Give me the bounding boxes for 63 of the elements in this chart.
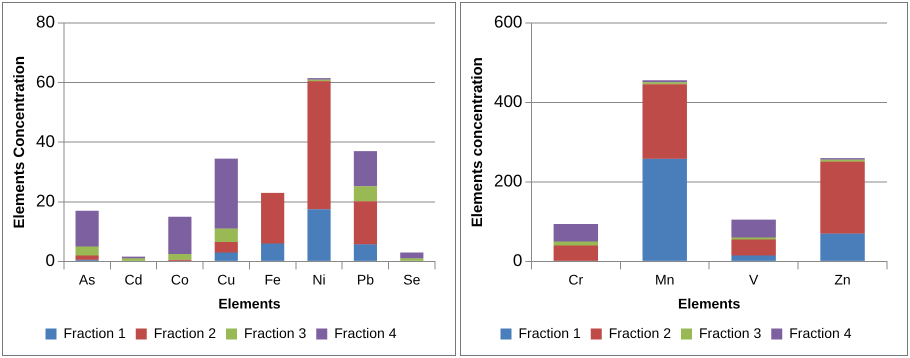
- bar: [354, 151, 378, 186]
- bar: [554, 242, 598, 246]
- legend-label: Fraction 1: [64, 324, 126, 341]
- bar: [214, 228, 238, 242]
- bar: [168, 254, 192, 260]
- y-tick-label: 20: [36, 191, 55, 210]
- x-axis-title: Elements: [678, 295, 741, 312]
- y-tick-label: 80: [36, 12, 55, 32]
- x-tick-label: Fe: [264, 272, 282, 288]
- x-tick-label: Mn: [655, 272, 674, 288]
- x-tick-label: Cr: [568, 272, 584, 288]
- bar: [261, 192, 284, 244]
- bar: [731, 220, 776, 238]
- bar: [554, 224, 598, 242]
- legend-label: Fraction 4: [789, 324, 852, 341]
- bar: [731, 255, 776, 261]
- bar: [76, 255, 99, 260]
- y-tick-label: 0: [512, 251, 522, 270]
- y-tick-label: 400: [494, 92, 522, 112]
- x-axis-title: Elements: [218, 295, 281, 312]
- bar: [168, 216, 192, 254]
- bar: [820, 234, 865, 261]
- bar: [261, 244, 284, 261]
- bar: [76, 246, 99, 256]
- legend-label: Fraction 4: [334, 324, 397, 341]
- bar: [214, 252, 238, 261]
- x-tick-label: Pb: [356, 272, 374, 288]
- x-tick-label: V: [748, 272, 759, 288]
- y-tick-label: 60: [36, 72, 55, 92]
- y-axis-title: Elements Concentration: [11, 56, 28, 228]
- bar: [307, 209, 331, 261]
- bar: [76, 210, 99, 246]
- x-tick-label: Co: [170, 272, 190, 288]
- x-tick-label: Se: [403, 272, 421, 288]
- legend-label: Fraction 3: [244, 324, 306, 341]
- bar: [354, 201, 378, 244]
- x-tick-label: Cu: [217, 272, 236, 288]
- x-tick-label: As: [78, 272, 96, 288]
- bar: [214, 242, 238, 252]
- bar: [400, 258, 424, 261]
- legend-label: Fraction 3: [699, 324, 762, 341]
- bar: [122, 258, 146, 261]
- x-tick-label: Ni: [312, 272, 326, 288]
- bar: [307, 81, 331, 210]
- bar: [731, 240, 776, 256]
- x-tick-label: Zn: [834, 272, 851, 288]
- legend-label: Fraction 2: [608, 324, 672, 341]
- legend-label: Fraction 1: [518, 324, 581, 341]
- bar: [214, 158, 238, 229]
- y-tick-label: 0: [45, 251, 55, 270]
- bar: [554, 246, 598, 261]
- legend-label: Fraction 2: [154, 324, 216, 341]
- bar: [642, 158, 687, 261]
- bar: [354, 186, 378, 202]
- x-tick-label: Cd: [124, 272, 142, 288]
- bar: [642, 84, 687, 159]
- bar: [820, 162, 865, 234]
- y-axis-title: Elements concentration: [469, 57, 486, 228]
- bar: [400, 252, 424, 258]
- y-tick-label: 40: [36, 132, 55, 151]
- y-tick-label: 200: [494, 172, 522, 191]
- y-tick-label: 600: [494, 12, 522, 32]
- bar: [354, 244, 378, 261]
